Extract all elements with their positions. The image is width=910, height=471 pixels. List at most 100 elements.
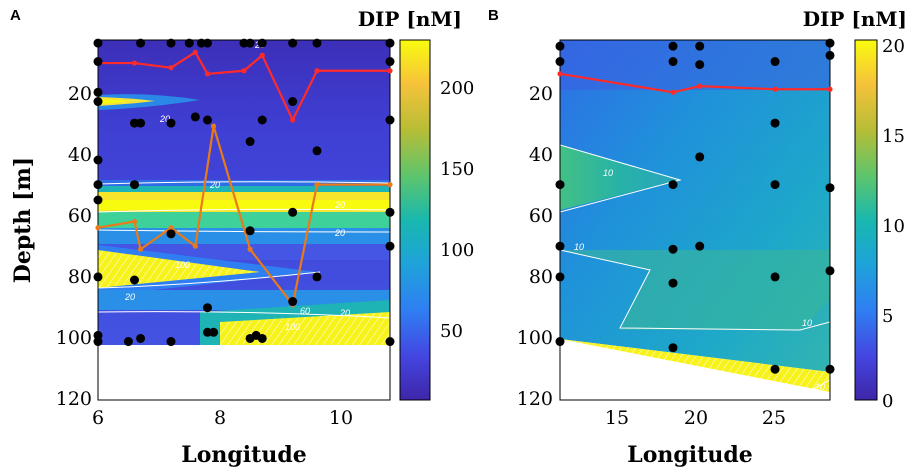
y-tick: 120	[56, 388, 92, 410]
panel-b-letter: B	[488, 7, 499, 24]
sample-point	[770, 180, 780, 190]
sample-point	[695, 60, 705, 70]
sample-point	[312, 38, 322, 48]
panel-b-heatmap: 10 10 10 10	[560, 40, 830, 400]
panel-a: A	[10, 7, 474, 468]
sample-point	[312, 146, 322, 156]
profile-vertex	[697, 83, 703, 89]
sample-point	[385, 115, 395, 125]
sample-point	[93, 97, 103, 107]
sample-point	[668, 180, 678, 190]
sample-point	[770, 272, 780, 282]
panel-b-marks	[555, 38, 835, 374]
x-tick: 15	[605, 407, 629, 429]
profile-vertex	[192, 243, 198, 249]
panel-a-colorbar-ticks: 200 150 100 50	[440, 78, 474, 342]
x-tick: 8	[214, 407, 226, 429]
sample-point	[668, 41, 678, 51]
panel-b-axes-frame	[559, 39, 831, 401]
panel-a-colorbar	[399, 39, 431, 401]
profile-vertex	[131, 60, 138, 66]
profile-vertex	[241, 68, 247, 74]
y-tick: 40	[529, 144, 553, 166]
sample-point	[136, 38, 146, 48]
profile-vertex	[670, 89, 676, 95]
colorbar-tick: 0	[882, 391, 893, 412]
sample-point	[257, 38, 267, 48]
sample-point	[93, 180, 103, 190]
svg-text:10: 10	[802, 318, 812, 328]
profile-line	[98, 50, 390, 123]
x-tick: 6	[92, 407, 104, 429]
sample-point	[203, 38, 212, 48]
sample-point	[130, 180, 139, 190]
colorbar-tick: 5	[882, 306, 893, 327]
svg-text:20: 20	[339, 308, 350, 318]
profile-vertex	[772, 86, 778, 92]
sample-point	[668, 57, 678, 67]
sample-point	[136, 333, 146, 343]
colorbar-tick: 200	[440, 78, 474, 99]
svg-text:10: 10	[815, 382, 825, 392]
panel-b-xlabel: Longitude	[627, 442, 752, 468]
sample-point	[288, 38, 298, 48]
panel-a-colorbar-title: DIP [nM]	[358, 7, 462, 31]
sample-point	[166, 118, 176, 128]
profile-vertex	[168, 225, 174, 231]
sample-point	[825, 50, 835, 60]
panel-b-colorbar	[854, 39, 878, 401]
profile-line	[97, 125, 390, 308]
profile-vertex	[314, 68, 320, 74]
y-tick: 40	[68, 144, 92, 166]
profile-vertex	[387, 68, 393, 74]
sample-point	[770, 57, 780, 67]
profile-vertex	[131, 218, 138, 225]
profile-vertex	[290, 117, 296, 123]
sample-point	[555, 241, 565, 251]
sample-point	[288, 207, 298, 217]
sample-point	[385, 337, 395, 347]
sample-point	[668, 244, 678, 254]
y-tick: 60	[529, 205, 553, 227]
svg-text:20: 20	[334, 228, 345, 238]
y-tick: 20	[529, 83, 553, 105]
sample-point	[668, 343, 678, 353]
sample-point	[245, 226, 255, 236]
profile-vertex	[247, 246, 253, 252]
profile-vertex	[259, 52, 265, 58]
sample-point	[695, 152, 705, 162]
svg-text:100: 100	[175, 260, 190, 270]
sample-point	[203, 303, 212, 313]
panel-a-marks	[93, 38, 395, 347]
sample-point	[312, 272, 322, 282]
sample-point	[555, 57, 565, 67]
x-tick: 10	[329, 407, 353, 429]
profile-vertex	[314, 182, 320, 188]
panel-b-y-ticks: 20 40 60 80 100 120	[517, 83, 553, 410]
profile-vertex	[387, 182, 393, 188]
sample-point	[668, 278, 678, 288]
svg-text:20: 20	[124, 292, 135, 302]
sample-point	[288, 97, 298, 107]
sample-point	[93, 57, 103, 67]
colorbar-tick: 20	[882, 36, 905, 57]
sample-point	[385, 57, 395, 67]
sample-point	[93, 155, 103, 165]
svg-text:100: 100	[285, 322, 300, 332]
x-tick: 20	[684, 407, 708, 429]
y-tick: 80	[68, 266, 92, 288]
svg-text:20: 20	[209, 180, 220, 190]
colorbar-tick: 15	[882, 126, 905, 147]
sample-point	[555, 272, 565, 282]
colorbar-tick: 100	[440, 240, 474, 261]
panel-a-y-ticks: 20 40 60 80 100 120	[56, 83, 92, 410]
sample-point	[825, 183, 835, 193]
sample-point	[209, 327, 219, 337]
panel-a-x-ticks: 6 8 10	[92, 407, 353, 429]
sample-point	[93, 272, 103, 282]
sample-point	[130, 275, 139, 285]
y-tick: 100	[56, 327, 92, 349]
panel-a-letter: A	[10, 7, 21, 24]
y-tick: 120	[517, 388, 553, 410]
